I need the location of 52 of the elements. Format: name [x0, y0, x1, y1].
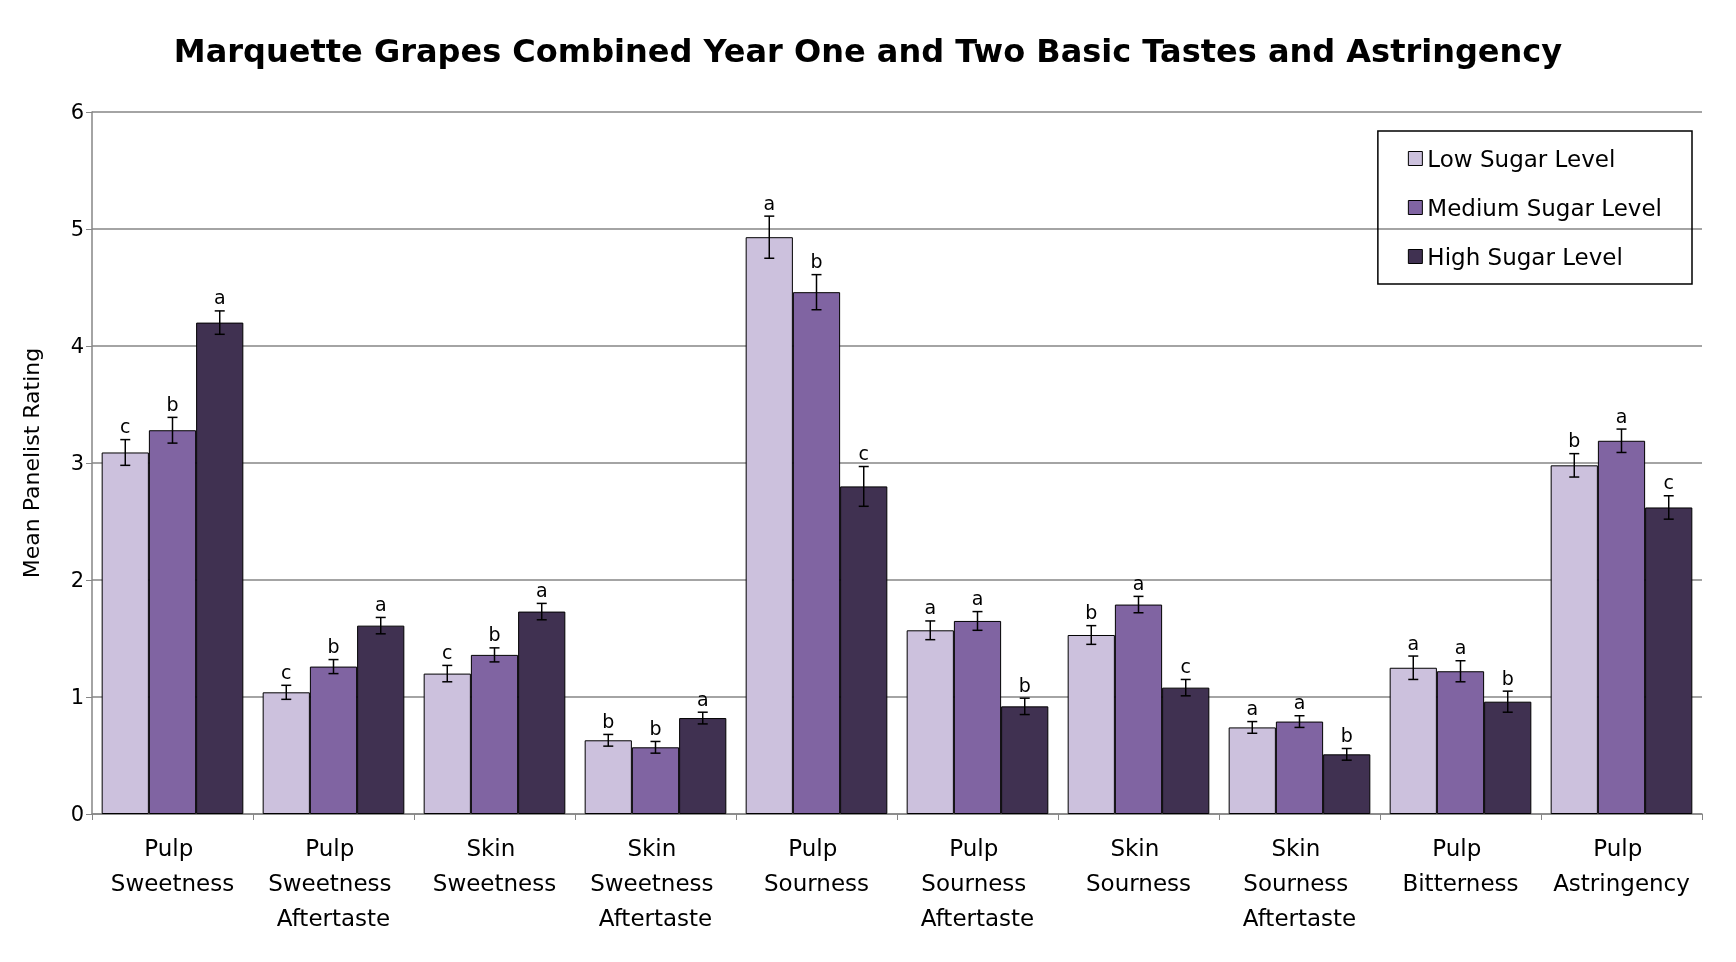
data-label: b	[1018, 673, 1031, 696]
x-tick-label: Pulp Sweetness Aftertaste	[268, 834, 399, 931]
data-label: b	[810, 250, 823, 273]
y-tick-label: 6	[70, 100, 84, 124]
y-tick-label: 4	[70, 334, 84, 358]
data-label: b	[327, 635, 340, 658]
legend-label: High Sugar Level	[1427, 243, 1623, 270]
data-label: a	[213, 286, 226, 309]
data-label: b	[1340, 723, 1353, 746]
data-label: c	[442, 640, 453, 663]
y-axis-title: Mean Panelist Rating	[18, 347, 44, 579]
data-label: b	[1568, 429, 1581, 452]
data-label: a	[1246, 697, 1259, 720]
x-tick-label: Pulp Sourness Aftertaste	[920, 834, 1035, 931]
x-tick-label: Skin Sweetness Aftertaste	[590, 834, 721, 931]
data-label: a	[763, 191, 776, 214]
data-label: a	[1293, 691, 1306, 714]
data-label: a	[1407, 631, 1420, 654]
y-tick-label: 1	[70, 685, 84, 709]
legend-label: Medium Sugar Level	[1427, 194, 1663, 221]
y-tick-label: 0	[70, 802, 84, 826]
data-label: a	[696, 687, 709, 710]
x-tick-label: Pulp Sweetness	[110, 834, 235, 896]
data-label: a	[1454, 636, 1467, 659]
data-label: c	[1180, 654, 1191, 677]
data-label: b	[1085, 601, 1098, 624]
data-label: c	[1663, 471, 1674, 494]
chart-title: Marquette Grapes Combined Year One and Two Basic Tastes and Astringency	[173, 32, 1563, 70]
data-label: a	[374, 592, 387, 615]
data-label: b	[602, 709, 615, 732]
data-label: b	[166, 392, 179, 415]
data-label: a	[535, 578, 548, 601]
data-label: b	[649, 716, 662, 739]
data-label: c	[281, 660, 292, 683]
x-tick-label: Pulp Astringency	[1553, 834, 1690, 896]
data-label: b	[1501, 666, 1514, 689]
data-label: a	[1615, 404, 1628, 427]
data-label: b	[488, 623, 501, 646]
y-tick-label: 3	[70, 451, 84, 475]
x-tick-label: Skin Sourness	[1086, 834, 1191, 896]
x-tick-label: Skin Sweetness	[432, 834, 557, 896]
legend-label: Low Sugar Level	[1427, 145, 1616, 172]
x-tick-label: Pulp Bitterness	[1402, 834, 1519, 896]
x-tick-label: Skin Sourness Aftertaste	[1242, 834, 1357, 931]
data-label: a	[924, 596, 937, 619]
data-label: a	[1132, 571, 1145, 594]
data-label: a	[971, 587, 984, 610]
x-tick-label: Pulp Sourness	[764, 834, 869, 896]
data-label: c	[858, 442, 869, 465]
y-tick-label: 2	[70, 568, 84, 592]
data-label: c	[120, 415, 131, 438]
y-tick-label: 5	[70, 217, 84, 241]
